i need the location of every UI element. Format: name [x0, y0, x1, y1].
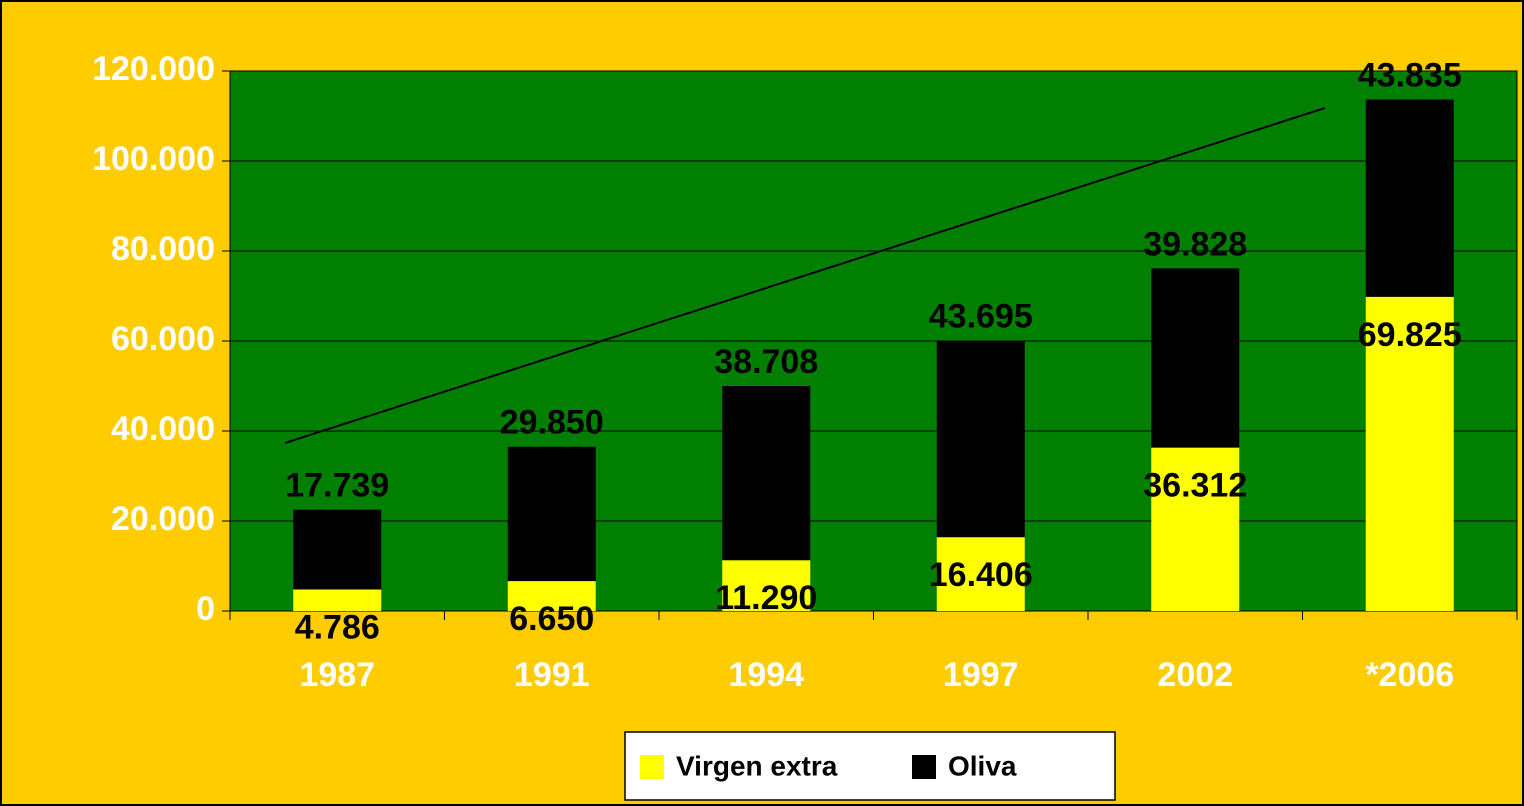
data-label: 39.828 — [1143, 225, 1247, 263]
data-label: 6.650 — [509, 600, 594, 638]
y-tick-label: 100.000 — [92, 140, 215, 178]
data-label: 36.312 — [1143, 467, 1247, 505]
legend-swatch — [640, 755, 664, 779]
x-tick-label: *2006 — [1365, 656, 1454, 694]
x-tick-label: 1987 — [299, 656, 375, 694]
x-tick-label: 1997 — [943, 656, 1019, 694]
y-tick-label: 80.000 — [111, 230, 215, 268]
data-label: 43.835 — [1358, 57, 1462, 95]
x-tick-label: 2002 — [1157, 656, 1233, 694]
x-tick-label: 1991 — [514, 656, 590, 694]
y-tick-label: 0 — [196, 590, 215, 628]
y-tick-label: 40.000 — [111, 410, 215, 448]
data-label: 38.708 — [714, 343, 818, 381]
y-tick-label: 60.000 — [111, 320, 215, 358]
legend — [624, 731, 1116, 801]
data-label: 43.695 — [929, 298, 1033, 336]
bar-segment — [293, 509, 382, 590]
y-tick-label: 120.000 — [92, 50, 215, 88]
data-label: 11.290 — [715, 579, 817, 617]
bar-segment — [1365, 296, 1454, 611]
bar-segment — [1151, 268, 1240, 448]
data-label: 4.786 — [295, 608, 380, 646]
bar-segment — [293, 589, 382, 611]
bar-segment — [1151, 447, 1240, 611]
data-label: 29.850 — [500, 404, 604, 442]
bar-segment — [507, 581, 596, 611]
data-label: 69.825 — [1358, 316, 1462, 354]
labels: 1987 4.786 17.739 1991 6.650 29.850 1994 11.290… — [285, 57, 1462, 694]
data-label: 16.406 — [929, 556, 1033, 594]
bar-segment — [507, 446, 596, 582]
bar-segment — [936, 537, 1025, 611]
legend-entries: Virgen extra Oliva — [640, 750, 1017, 781]
bar-segment — [722, 386, 811, 561]
bar-segment — [936, 340, 1025, 538]
bars — [293, 99, 1454, 611]
legend-swatch — [912, 755, 936, 779]
legend-label: Oliva — [948, 750, 1017, 781]
grid: 0 20.000 40.000 60.000 80.000 100.000 120.000 — [92, 50, 1518, 628]
trend-line — [284, 107, 1326, 444]
legend-label: Virgen extra — [676, 750, 838, 781]
data-label: 17.739 — [285, 467, 389, 505]
bar-segment — [722, 560, 811, 611]
bar-segment — [1365, 99, 1454, 297]
x-tick-label: 1994 — [728, 656, 804, 694]
y-tick-label: 20.000 — [111, 500, 215, 538]
